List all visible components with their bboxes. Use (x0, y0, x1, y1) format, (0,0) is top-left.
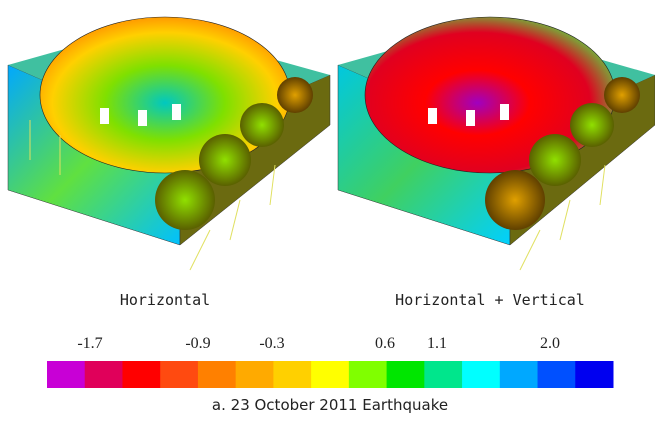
colorbar-segment (236, 361, 274, 388)
colorbar-segment (462, 361, 500, 388)
panel-caption: Horizontal (120, 291, 210, 309)
colorbar-segment (387, 361, 425, 388)
colorbar-label: 0.6 (375, 335, 395, 352)
colorbar-segment (47, 361, 85, 388)
colorbar-segment (273, 361, 311, 388)
model-horizontal (8, 17, 330, 270)
colorbar-segment (500, 361, 538, 388)
colorbar-segment (85, 361, 123, 388)
colorbar-segment (160, 361, 198, 388)
colorbar-label: 1.1 (427, 335, 447, 352)
colorbar-segment (122, 361, 160, 388)
colorbar-segment (575, 361, 613, 388)
colorbar-segment (424, 361, 462, 388)
colorbar-label: -1.7 (77, 335, 102, 352)
colorbar-segment (538, 361, 576, 388)
model-horizontal-vertical (338, 17, 655, 270)
colorbar-label: 2.0 (540, 335, 560, 352)
colorbar-segment (311, 361, 349, 388)
panel-caption: Horizontal + Vertical (395, 291, 585, 309)
colorbar-segment (349, 361, 387, 388)
colorbar-segment (198, 361, 236, 388)
colorbar: -1.7 -0.9 -0.3 0.6 1.1 2.0 (47, 335, 614, 388)
colorbar-label: -0.3 (259, 335, 284, 352)
figure: Horizontal Horizontal + Vertical -1.7 -0.… (0, 0, 655, 423)
figure-caption: a. 23 October 2011 Earthquake (212, 396, 448, 414)
colorbar-label: -0.9 (185, 335, 210, 352)
